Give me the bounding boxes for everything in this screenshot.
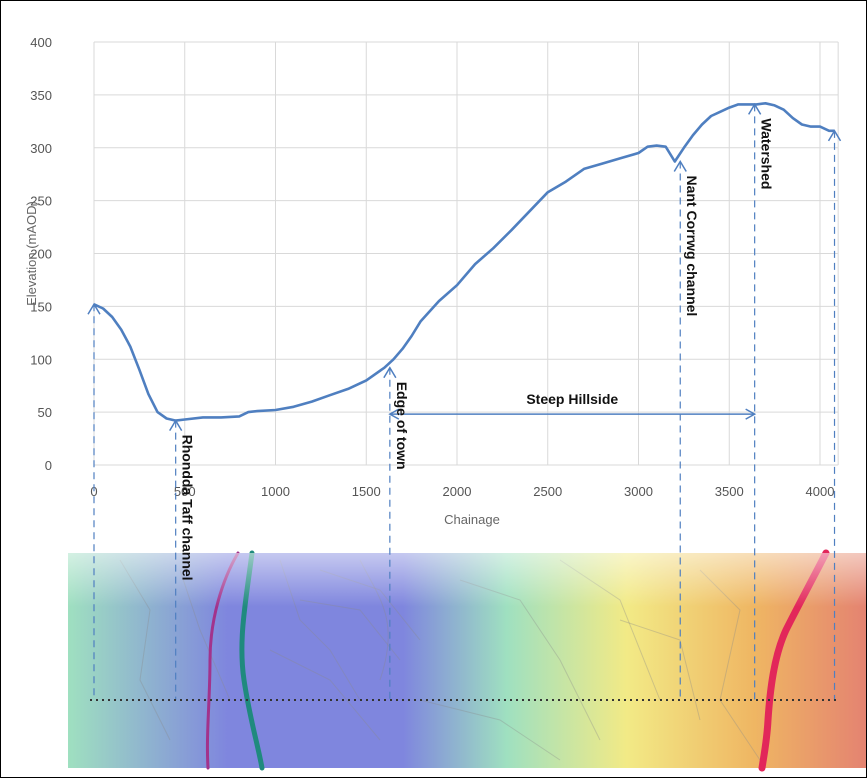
chart-grid — [93, 41, 839, 466]
x-tick-label: 500 — [174, 484, 196, 499]
marker-arrowhead — [673, 160, 687, 172]
x-axis-title: Chainage — [444, 512, 500, 527]
y-tick-label: 250 — [30, 194, 52, 209]
steep-hillside-annotation: Steep Hillside — [388, 391, 757, 420]
range-arrowhead-right — [745, 408, 757, 420]
y-axis-tick-labels: 0 50 100 150 200 250 300 350 400 — [30, 35, 52, 473]
marker-label: Edge of town — [394, 382, 410, 470]
y-tick-label: 0 — [45, 458, 52, 473]
elevation-line — [93, 102, 835, 422]
x-tick-label: 1500 — [352, 484, 381, 499]
map-fade — [68, 553, 866, 768]
marker-arrowhead — [169, 419, 183, 431]
marker-label: Nant Corrwg channel — [684, 175, 700, 316]
marker-label: Watershed — [759, 118, 775, 189]
terrain-map — [68, 549, 866, 772]
marker-label: Rhondda Taff channel — [180, 435, 196, 581]
x-tick-label: 2000 — [443, 484, 472, 499]
marker-arrowhead — [87, 302, 101, 315]
y-tick-label: 150 — [30, 299, 52, 314]
marker-arrows — [87, 102, 842, 431]
marker-labels: Rhondda Taff channel Edge of town Nant Cor… — [180, 118, 775, 580]
y-tick-label: 300 — [30, 141, 52, 156]
x-tick-label: 1000 — [261, 484, 290, 499]
x-axis-tick-labels: 0 500 1000 1500 2000 2500 3000 3500 4000 — [90, 484, 834, 499]
marker-arrowhead — [383, 366, 397, 379]
y-tick-label: 200 — [30, 247, 52, 262]
marker-arrowhead — [827, 129, 842, 142]
x-tick-label: 3000 — [624, 484, 653, 499]
elevation-series — [93, 102, 835, 422]
y-tick-label: 50 — [38, 405, 52, 420]
x-tick-label: 4000 — [806, 484, 835, 499]
y-tick-label: 350 — [30, 88, 52, 103]
y-tick-label: 400 — [30, 35, 52, 50]
steep-hillside-label: Steep Hillside — [526, 391, 618, 407]
y-tick-label: 100 — [30, 352, 52, 367]
range-arrowhead-left — [388, 408, 400, 420]
marker-arrowhead — [748, 102, 762, 115]
x-tick-label: 3500 — [715, 484, 744, 499]
x-tick-label: 0 — [90, 484, 97, 499]
marker-guides — [90, 104, 839, 701]
x-tick-label: 2500 — [533, 484, 562, 499]
y-axis-title: Elevation (mAOD) — [24, 201, 39, 306]
